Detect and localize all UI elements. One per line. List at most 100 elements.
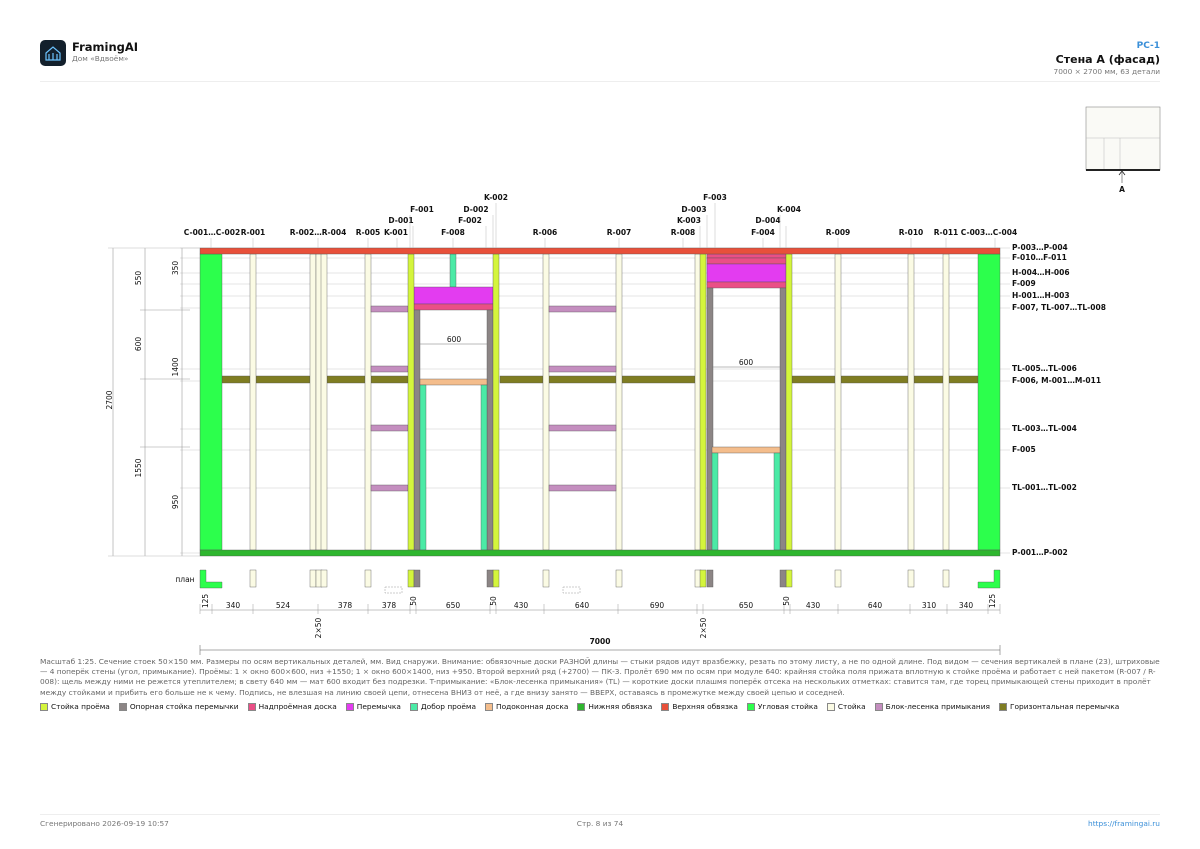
horizontal-beam (791, 375, 836, 384)
blocking (370, 484, 409, 492)
stud (320, 253, 328, 551)
plan-stud (785, 569, 793, 588)
plan-stud (779, 569, 787, 588)
dim-label: 378 (338, 601, 353, 610)
legend-label: Надпроёмная доска (258, 702, 337, 711)
stud (942, 253, 950, 551)
header-board (706, 253, 787, 259)
plan-corner (199, 569, 223, 589)
key-label: A (1119, 185, 1125, 194)
legend-item: Нижняя обвязка (577, 702, 652, 711)
part-label: F-001 (410, 205, 434, 214)
pack-label: 2×50 (314, 617, 323, 638)
part-label: R-010 (899, 228, 924, 237)
part-label: C-001…C-002 (184, 228, 240, 237)
part-label: F-010…F-011 (1012, 253, 1067, 262)
legend-swatch (118, 702, 127, 711)
part-label: F-007, TL-007…TL-008 (1012, 303, 1106, 312)
dim-label: 690 (650, 601, 665, 610)
legend-swatch (247, 702, 256, 711)
plan-stud (834, 569, 842, 588)
part-label: TL-003…TL-004 (1012, 424, 1077, 433)
part-label: F-002 (458, 216, 482, 225)
plan-stud (492, 569, 500, 588)
legend-item: Стойка проёма (40, 702, 110, 711)
sheet-title: Стена А (фасад) (1055, 53, 1160, 66)
plan-stud (615, 569, 623, 588)
legend-swatch (999, 702, 1007, 711)
legend-swatch (874, 702, 883, 711)
total-length: 7000 (590, 637, 611, 646)
corner-stud (199, 253, 223, 551)
legend-label: Горизонтальная перемычка (1010, 702, 1120, 711)
part-label: K-004 (777, 205, 801, 214)
part-label: F-009 (1012, 279, 1036, 288)
notes: Масштаб 1:25. Сечение стоек 50×150 мм. Р… (40, 657, 1160, 697)
dim-label: 430 (514, 601, 529, 610)
trimmer (773, 452, 781, 551)
header-board (706, 281, 787, 289)
blocking (370, 365, 409, 373)
plan-stud (699, 569, 707, 588)
legend-swatch (409, 702, 418, 711)
dim-label: 350 (171, 261, 180, 276)
generated: Сгенерировано 2026-09-19 10:57 (40, 819, 169, 828)
horizontal-beam (499, 375, 544, 384)
sill (711, 446, 781, 454)
part-label: H-001…H-003 (1012, 291, 1070, 300)
legend-label: Блок-лесенка примыкания (885, 702, 990, 711)
horizontal-beam (370, 375, 409, 384)
jack-stud (486, 309, 494, 551)
dim-label: 650 (446, 601, 461, 610)
dim-label: 310 (922, 601, 937, 610)
footer-rule (40, 814, 1160, 815)
key-plan (1085, 106, 1161, 171)
jack-stud (779, 287, 787, 551)
url[interactable]: https://framingai.ru (1088, 819, 1160, 828)
opening-stud (699, 253, 707, 551)
stud (309, 253, 317, 551)
dim-label: 340 (226, 601, 241, 610)
dim-label: 125 (201, 594, 210, 609)
part-label: R-002…R-004 (290, 228, 347, 237)
dim-label: 2700 (105, 390, 114, 409)
part-label: R-008 (671, 228, 696, 237)
horizontal-beam (326, 375, 366, 384)
dim-label: 340 (959, 601, 974, 610)
plan-corner (977, 569, 1001, 589)
part-label: F-005 (1012, 445, 1036, 454)
dim-label: 524 (276, 601, 291, 610)
part-label: D-001 (388, 216, 413, 225)
dim-label: 125 (988, 594, 997, 609)
blocking (548, 305, 617, 313)
part-label: R-006 (533, 228, 558, 237)
part-label: TL-001…TL-002 (1012, 483, 1077, 492)
legend-item: Стойка (826, 702, 866, 711)
blocking (548, 424, 617, 432)
corner-stud (977, 253, 1001, 551)
legend-label: Угловая стойка (757, 702, 818, 711)
plan-cross (384, 586, 403, 594)
trimmer (480, 384, 488, 551)
part-label: D-003 (681, 205, 706, 214)
part-label: F-008 (441, 228, 465, 237)
plan-stud (309, 569, 317, 588)
part-label: F-003 (703, 193, 727, 202)
top-plate (199, 247, 1001, 255)
plan-stud (413, 569, 421, 588)
plan-stud (407, 569, 415, 588)
part-label: R-005 (356, 228, 381, 237)
dim-label: 50 (409, 596, 418, 606)
stud (542, 253, 550, 551)
horizontal-beam (840, 375, 909, 384)
horizontal-beam (221, 375, 251, 384)
legend-swatch (345, 702, 354, 711)
part-label: F-004 (751, 228, 775, 237)
legend-item: Горизонтальная перемычка (999, 702, 1119, 711)
dim-label: 378 (382, 601, 397, 610)
legend-swatch (40, 702, 48, 711)
part-label: D-002 (463, 205, 488, 214)
plan-stud (907, 569, 915, 588)
dim-label: 640 (575, 601, 590, 610)
